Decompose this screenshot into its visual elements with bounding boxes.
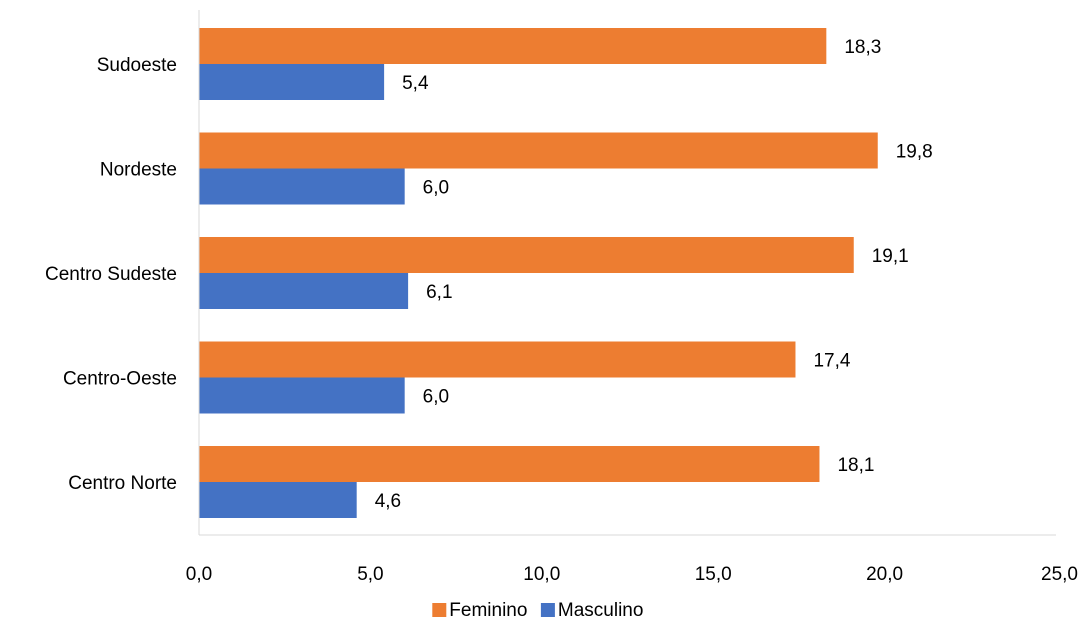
bar-feminino-sudoeste	[199, 28, 827, 64]
legend-label-feminino: Feminino	[449, 600, 527, 621]
category-label-sudoeste: Sudoeste	[97, 55, 177, 76]
category-label-centro-oeste: Centro-Oeste	[63, 369, 177, 390]
x-tick-label: 10,0	[523, 564, 560, 585]
legend: Feminino Masculino	[432, 600, 643, 621]
bar-masculino-centro-norte	[199, 482, 357, 518]
x-tick-label: 5,0	[357, 564, 383, 585]
bars-group	[199, 28, 878, 518]
bar-feminino-centro-oeste	[199, 341, 796, 378]
data-label-masculino-centro-oeste: 6,0	[423, 387, 449, 408]
x-tick-label: 15,0	[695, 564, 732, 585]
x-tick-label: 20,0	[866, 564, 903, 585]
legend-label-masculino: Masculino	[558, 600, 644, 621]
category-label-nordeste: Nordeste	[100, 160, 177, 181]
bar-masculino-sudoeste	[199, 64, 385, 100]
bar-feminino-centro-sudeste	[199, 237, 854, 273]
data-label-feminino-nordeste: 19,8	[896, 142, 933, 163]
bar-feminino-centro-norte	[199, 446, 820, 482]
tick-labels-group: 0,0 5,0 10,0 15,0 20,0 25,0	[186, 564, 1078, 585]
category-labels-group: Sudoeste Nordeste Centro Sudeste Centro-Oes…	[45, 55, 177, 494]
category-label-centro-sudeste: Centro Sudeste	[45, 264, 177, 285]
category-label-centro-norte: Centro Norte	[68, 473, 177, 494]
data-label-masculino-centro-norte: 4,6	[375, 491, 401, 512]
x-tick-label: 25,0	[1041, 564, 1078, 585]
data-label-masculino-nordeste: 6,0	[423, 178, 449, 199]
legend-swatch-feminino	[432, 603, 447, 617]
data-labels-group: 18,3 5,4 19,8 6,0 19,1 6,1 17,4 6,0 18,1 4,6	[375, 37, 933, 512]
bar-masculino-centro-oeste	[199, 377, 405, 414]
bar-feminino-nordeste	[199, 132, 878, 169]
data-label-masculino-sudoeste: 5,4	[402, 73, 429, 94]
x-tick-label: 0,0	[186, 564, 212, 585]
bar-masculino-nordeste	[199, 168, 405, 205]
data-label-feminino-centro-sudeste: 19,1	[872, 246, 909, 267]
bar-masculino-centro-sudeste	[199, 273, 409, 309]
data-label-feminino-centro-norte: 18,1	[837, 455, 874, 476]
data-label-masculino-centro-sudeste: 6,1	[426, 282, 452, 303]
data-label-feminino-sudoeste: 18,3	[844, 37, 881, 58]
legend-swatch-masculino	[540, 603, 555, 617]
data-label-feminino-centro-oeste: 17,4	[813, 351, 850, 372]
